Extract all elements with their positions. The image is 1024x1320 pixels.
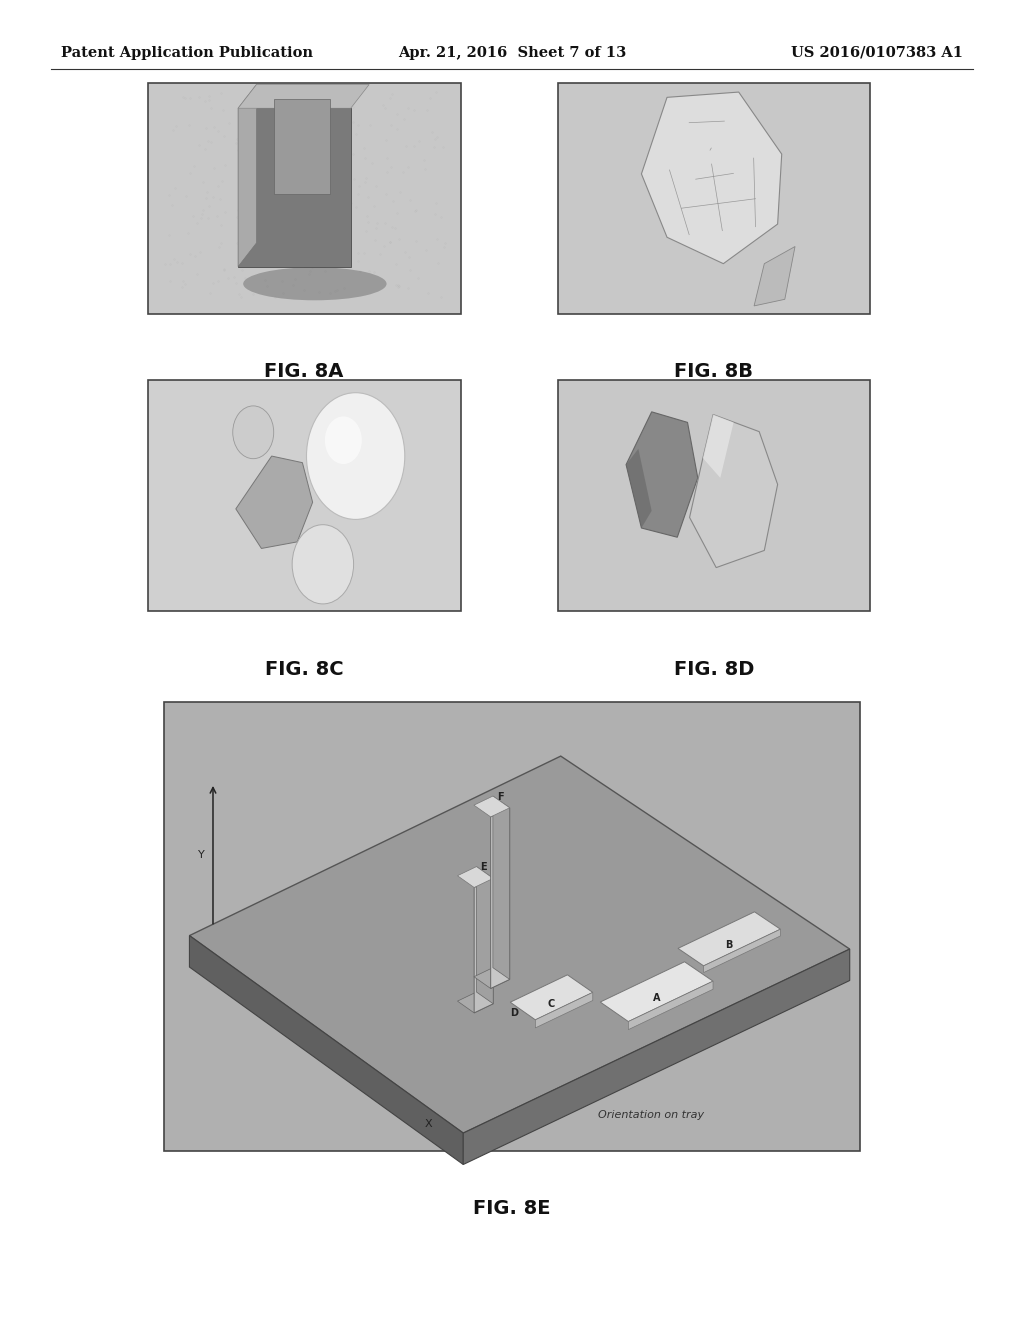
Text: F: F	[497, 792, 504, 801]
Polygon shape	[458, 867, 494, 887]
Bar	[148, 380, 461, 611]
Text: X: X	[425, 1119, 432, 1129]
Polygon shape	[626, 412, 697, 537]
Bar	[558, 380, 870, 611]
Text: E: E	[480, 862, 487, 873]
Text: D: D	[510, 1007, 518, 1018]
Circle shape	[232, 405, 273, 458]
Polygon shape	[189, 936, 463, 1164]
Text: Orientation on tray: Orientation on tray	[598, 1110, 705, 1121]
Polygon shape	[463, 949, 850, 1164]
Text: FIG. 8C: FIG. 8C	[265, 660, 343, 678]
Polygon shape	[510, 975, 593, 1020]
Polygon shape	[490, 808, 510, 989]
Polygon shape	[474, 878, 494, 1012]
Text: Patent Application Publication: Patent Application Publication	[61, 46, 313, 59]
Text: FIG. 8D: FIG. 8D	[674, 660, 754, 678]
Polygon shape	[754, 247, 795, 306]
Polygon shape	[236, 455, 312, 549]
Text: FIG. 8A: FIG. 8A	[264, 362, 344, 380]
Text: C: C	[548, 999, 555, 1008]
Polygon shape	[474, 968, 510, 989]
Text: Apr. 21, 2016  Sheet 7 of 13: Apr. 21, 2016 Sheet 7 of 13	[398, 46, 626, 59]
Polygon shape	[189, 756, 850, 1133]
Polygon shape	[626, 449, 651, 528]
Polygon shape	[536, 993, 593, 1028]
Bar	[273, 99, 330, 194]
Circle shape	[306, 393, 404, 520]
Text: FIG. 8E: FIG. 8E	[473, 1199, 551, 1217]
Polygon shape	[476, 867, 494, 1003]
Polygon shape	[238, 84, 256, 267]
Polygon shape	[458, 993, 494, 1012]
Circle shape	[325, 416, 361, 463]
Text: US 2016/0107383 A1: US 2016/0107383 A1	[791, 46, 963, 59]
Polygon shape	[641, 92, 781, 264]
Ellipse shape	[244, 268, 387, 301]
Polygon shape	[689, 414, 777, 568]
Polygon shape	[600, 962, 713, 1022]
Polygon shape	[238, 84, 369, 108]
Circle shape	[292, 524, 353, 605]
Bar	[148, 83, 461, 314]
Bar	[164, 702, 860, 1151]
Text: Y: Y	[198, 850, 205, 859]
Text: B: B	[725, 940, 733, 950]
Polygon shape	[703, 929, 780, 973]
Polygon shape	[702, 414, 733, 478]
Text: FIG. 8B: FIG. 8B	[674, 362, 754, 380]
Text: A: A	[652, 993, 660, 1003]
Polygon shape	[238, 108, 350, 267]
Polygon shape	[493, 796, 510, 979]
Polygon shape	[678, 912, 780, 966]
Polygon shape	[474, 796, 510, 817]
Polygon shape	[629, 981, 713, 1030]
Bar	[558, 83, 870, 314]
